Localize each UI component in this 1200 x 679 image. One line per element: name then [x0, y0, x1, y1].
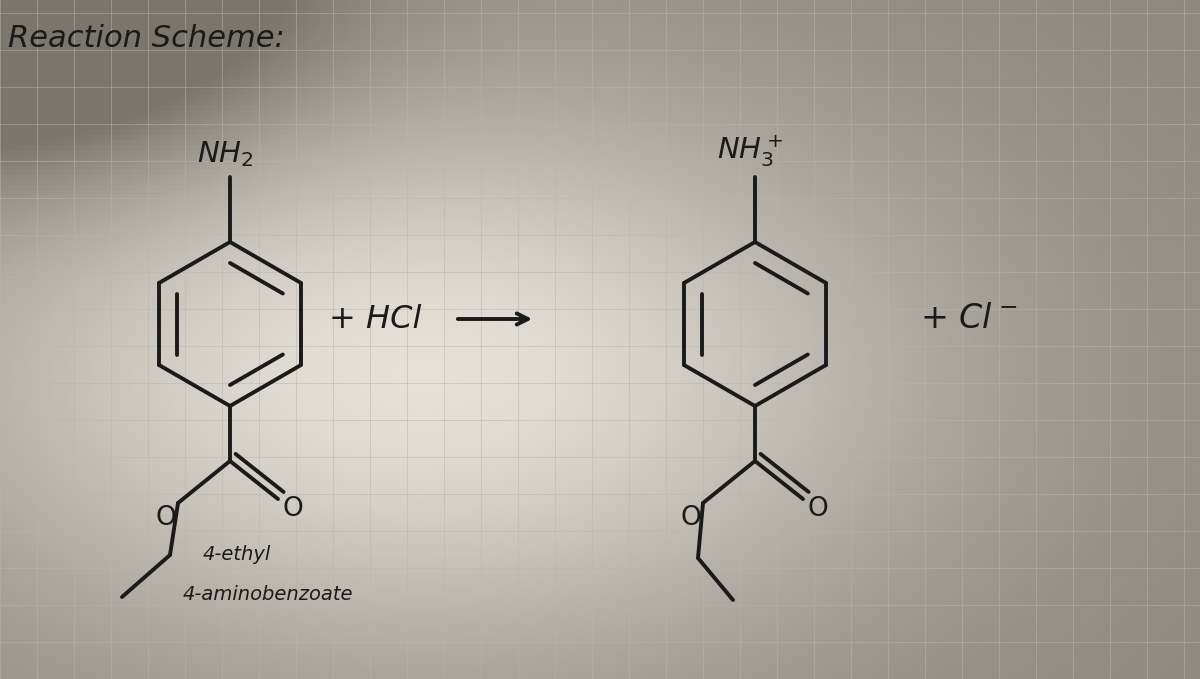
Text: + HCl: + HCl	[329, 304, 421, 335]
Text: $NH_2$: $NH_2$	[197, 139, 253, 169]
Text: $NH_3^+$: $NH_3^+$	[716, 133, 784, 169]
Text: O: O	[156, 505, 176, 531]
Text: O: O	[808, 496, 828, 522]
Text: O: O	[283, 496, 304, 522]
Text: Reaction Scheme:: Reaction Scheme:	[8, 24, 284, 53]
Text: O: O	[680, 505, 701, 531]
Text: 4-aminobenzoate: 4-aminobenzoate	[182, 585, 354, 604]
Text: + $Cl^-$: + $Cl^-$	[920, 303, 1018, 335]
Text: 4-ethyl: 4-ethyl	[203, 545, 271, 564]
